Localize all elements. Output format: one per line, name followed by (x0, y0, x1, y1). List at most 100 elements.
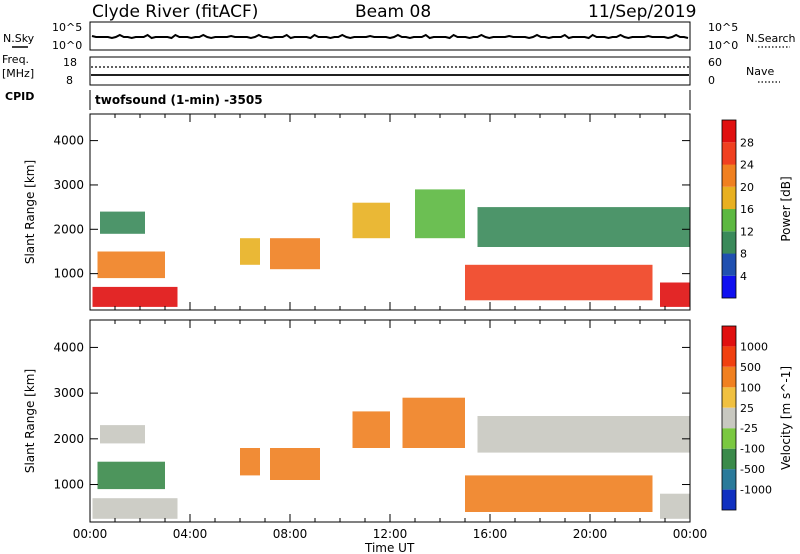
cpid-value: twofsound (1-min) -3505 (95, 93, 263, 107)
velocity-band-6 (402, 397, 465, 448)
power-ytick-label: 4000 (53, 134, 84, 148)
power-colorbar-segment (722, 186, 736, 210)
velocity-colorbar-segment (722, 387, 736, 408)
velocity-colorbar-label: Velocity [m s^-1] (779, 366, 793, 470)
freq-label-2: [MHz] (2, 67, 34, 80)
power-band-6 (415, 189, 465, 239)
power-colorbar-tick: 28 (740, 136, 754, 149)
velocity-band-5 (352, 411, 390, 448)
power-band-1 (97, 251, 165, 279)
power-band-8 (477, 207, 690, 247)
velocity-colorbar-tick: 100 (740, 381, 761, 394)
time-tick-label: 12:00 (373, 527, 408, 541)
power-band-4 (270, 238, 320, 270)
power-colorbar-label: Power [dB] (779, 176, 793, 241)
nave-label: Nave (746, 65, 774, 78)
velocity-colorbar-segment (722, 448, 736, 470)
power-band-0 (92, 286, 178, 307)
nave-tick-low: 0 (708, 74, 715, 87)
power-colorbar-tick: 20 (740, 181, 754, 194)
noise-trace (91, 33, 689, 40)
velocity-band-4 (270, 448, 320, 480)
power-colorbar-segment (722, 209, 736, 232)
power-colorbar-tick: 8 (740, 248, 747, 261)
noise-left-tick-high: 10^5 (52, 21, 82, 34)
rti-panels: 1000 2000 3000 4000 Slant Range [km] 4 8 12 16 20… (23, 113, 793, 523)
velocity-colorbar-tick: 25 (740, 402, 754, 415)
power-panel: 1000 2000 3000 4000 Slant Range [km] 4 8 12 16 20… (23, 113, 793, 311)
frequency-panel: Freq. [MHz] 18 8 60 0 Nave (2, 53, 780, 87)
velocity-colorbar-segment (722, 469, 736, 490)
beam-label: Beam 08 (355, 2, 431, 22)
velocity-colorbar-segment (722, 326, 736, 347)
velocity-band-9 (660, 493, 690, 519)
noise-right-label: N.Search (746, 32, 796, 45)
power-ylabel: Slant Range [km] (23, 160, 37, 264)
power-colorbar-segment (722, 253, 736, 276)
velocity-colorbar-tick: 500 (740, 361, 761, 374)
power-ytick-label: 3000 (53, 178, 84, 192)
site-title: Clyde River (fitACF) (92, 2, 258, 22)
velocity-colorbar-segment (722, 428, 736, 449)
power-band-9 (660, 282, 690, 307)
time-axis: 00:00 04:00 08:00 12:00 16:00 20:00 00:00 (73, 527, 708, 541)
power-colorbar-frame (721, 119, 737, 299)
velocity-band-7 (465, 475, 653, 512)
power-colorbar-segment (722, 142, 736, 165)
nave-tick-high: 60 (708, 56, 722, 69)
time-tick-label: 08:00 (273, 527, 308, 541)
velocity-colorbar-segment (722, 407, 736, 429)
power-band-7 (465, 264, 653, 301)
velocity-colorbar-tick: -100 (740, 443, 765, 456)
power-band-3 (240, 238, 260, 265)
time-tick-label: 00:00 (673, 527, 708, 541)
noise-panel: N.Sky 10^5 10^0 10^5 10^0 N.Search (3, 21, 796, 52)
noise-right-tick-low: 10^0 (708, 39, 738, 52)
power-band-2 (100, 211, 145, 234)
freq-tick-high: 18 (63, 56, 77, 69)
velocity-panel: 1000 2000 3000 4000 Slant Range [km] 1000 500 1… (23, 319, 793, 523)
velocity-band-8 (477, 416, 690, 453)
velocity-colorbar-segment (722, 346, 736, 367)
velocity-colorbar-segment (722, 489, 736, 510)
time-tick-label: 00:00 (73, 527, 108, 541)
date-label: 11/Sep/2019 (588, 2, 696, 22)
velocity-ylabel: Slant Range [km] (23, 369, 37, 473)
power-colorbar-tick: 24 (740, 159, 754, 172)
velocity-colorbar-frame (721, 325, 737, 511)
power-ytick-label: 2000 (53, 222, 84, 236)
velocity-colorbar-tick: -1000 (740, 484, 772, 497)
time-tick-label: 16:00 (473, 527, 508, 541)
velocity-colorbar-tick: -500 (740, 463, 765, 476)
velocity-band-1 (97, 461, 165, 490)
cpid-label: CPID (5, 90, 34, 103)
noise-left-tick-low: 10^0 (52, 39, 82, 52)
time-tick-label: 20:00 (573, 527, 608, 541)
power-colorbar-tick: 16 (740, 203, 754, 216)
power-colorbar-tick: 4 (740, 270, 747, 283)
freq-label-1: Freq. (2, 53, 29, 66)
velocity-band-3 (240, 448, 260, 476)
velocity-colorbar-tick: -25 (740, 422, 758, 435)
power-colorbar-tick: 12 (740, 225, 754, 238)
time-axis-title: Time UT (364, 541, 415, 554)
velocity-ytick-label: 1000 (53, 478, 84, 492)
power-ytick-label: 1000 (53, 267, 84, 281)
power-colorbar-segment (722, 275, 736, 299)
noise-left-label: N.Sky (3, 32, 35, 45)
velocity-band-0 (92, 498, 178, 519)
velocity-colorbar-segment (722, 366, 736, 388)
cpid-panel: CPID twofsound (1-min) -3505 (5, 90, 691, 110)
power-colorbar-segment (722, 120, 736, 143)
freq-tick-low: 8 (66, 74, 73, 87)
velocity-band-2 (100, 425, 145, 444)
velocity-colorbar-tick: 1000 (740, 340, 768, 353)
velocity-ytick-label: 4000 (53, 340, 84, 354)
power-colorbar-segment (722, 164, 736, 187)
velocity-ytick-label: 2000 (53, 432, 84, 446)
power-band-5 (352, 202, 390, 239)
noise-right-tick-high: 10^5 (708, 21, 738, 34)
time-tick-label: 04:00 (173, 527, 208, 541)
velocity-ytick-label: 3000 (53, 386, 84, 400)
